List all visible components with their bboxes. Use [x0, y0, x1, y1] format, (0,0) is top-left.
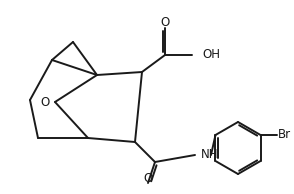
Text: NH: NH — [201, 148, 218, 161]
Text: O: O — [160, 16, 170, 29]
Text: Br: Br — [278, 128, 291, 141]
Text: OH: OH — [202, 48, 220, 61]
Text: O: O — [143, 171, 153, 184]
Text: O: O — [40, 95, 50, 108]
